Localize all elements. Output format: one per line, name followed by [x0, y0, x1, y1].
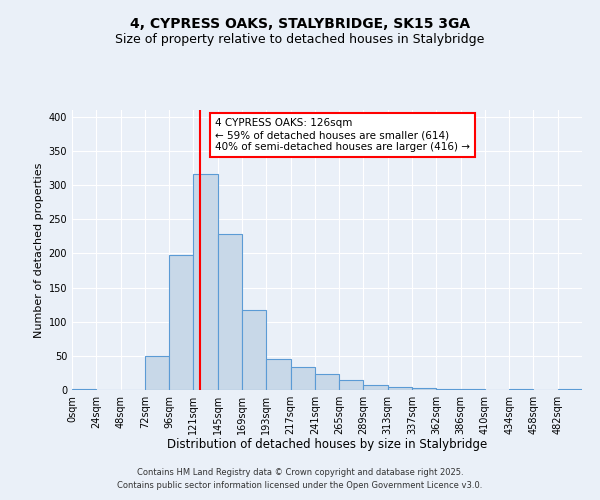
Text: Size of property relative to detached houses in Stalybridge: Size of property relative to detached ho… — [115, 32, 485, 46]
Bar — [242, 310, 266, 390]
Bar — [169, 256, 193, 390]
Bar — [436, 388, 461, 390]
Bar — [339, 380, 364, 390]
Y-axis label: Number of detached properties: Number of detached properties — [34, 162, 44, 338]
Bar — [412, 388, 436, 390]
Bar — [315, 374, 339, 390]
Bar — [290, 367, 315, 390]
Bar — [388, 386, 412, 390]
Bar — [193, 174, 218, 390]
Bar — [558, 388, 582, 390]
Bar — [145, 356, 169, 390]
Text: Contains HM Land Registry data © Crown copyright and database right 2025.: Contains HM Land Registry data © Crown c… — [137, 468, 463, 477]
Text: 4 CYPRESS OAKS: 126sqm
← 59% of detached houses are smaller (614)
40% of semi-de: 4 CYPRESS OAKS: 126sqm ← 59% of detached… — [215, 118, 470, 152]
Bar — [364, 384, 388, 390]
Bar — [266, 358, 290, 390]
Text: 4, CYPRESS OAKS, STALYBRIDGE, SK15 3GA: 4, CYPRESS OAKS, STALYBRIDGE, SK15 3GA — [130, 18, 470, 32]
X-axis label: Distribution of detached houses by size in Stalybridge: Distribution of detached houses by size … — [167, 438, 487, 452]
Text: Contains public sector information licensed under the Open Government Licence v3: Contains public sector information licen… — [118, 480, 482, 490]
Bar — [218, 234, 242, 390]
